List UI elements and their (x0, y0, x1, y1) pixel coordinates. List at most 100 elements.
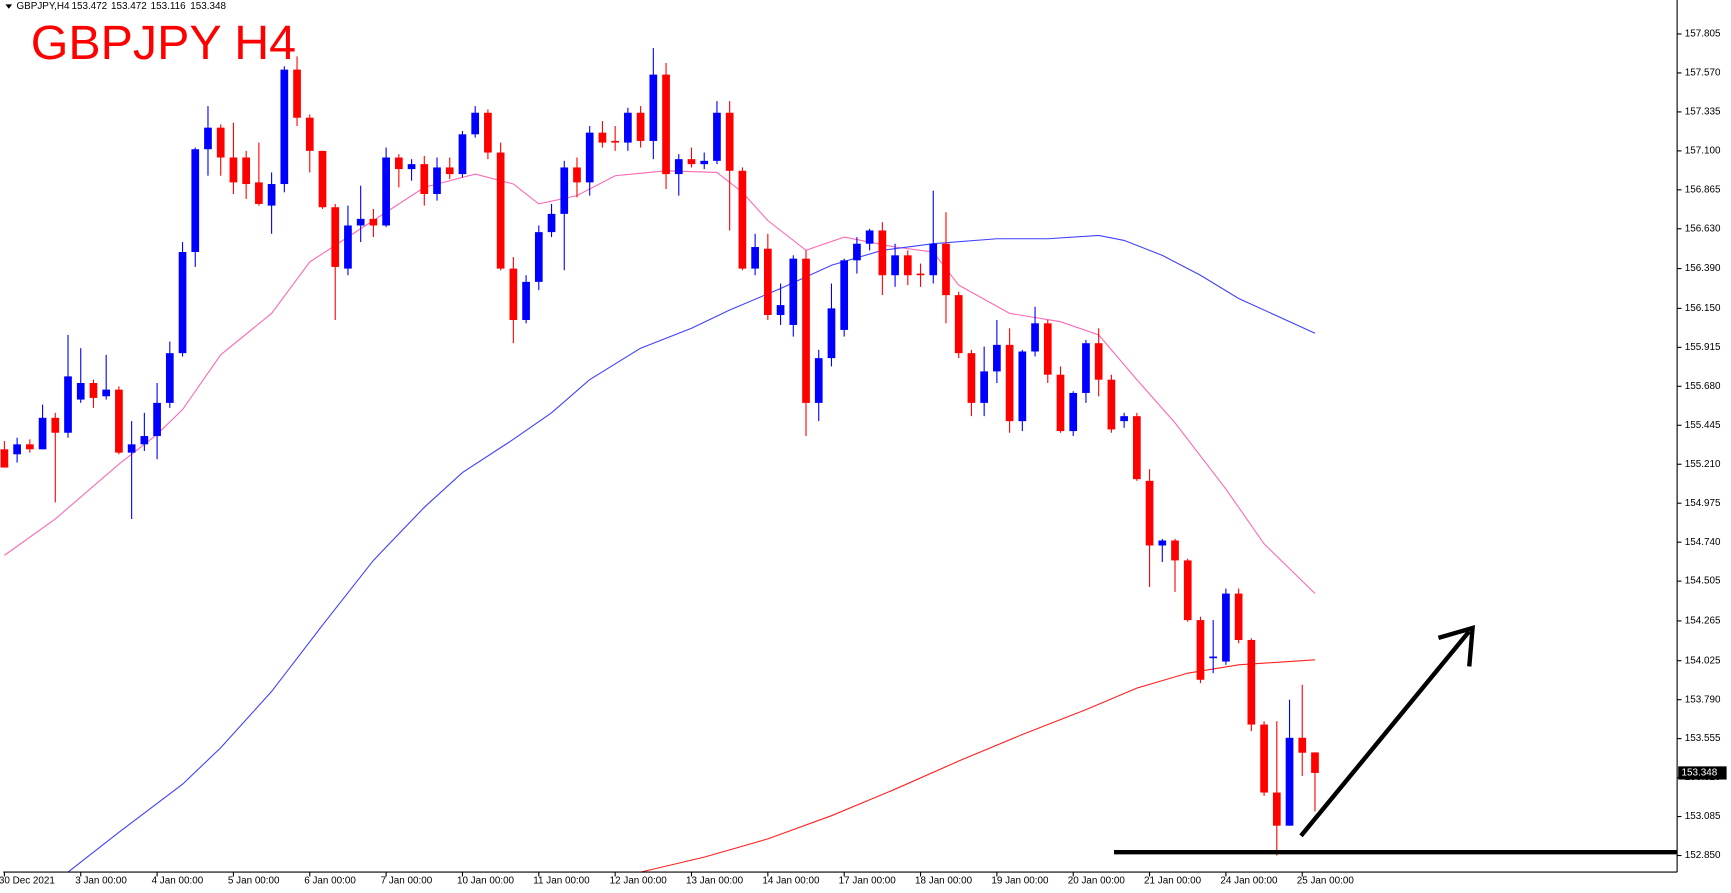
candle-body (255, 182, 263, 204)
candle-body (763, 248, 772, 316)
candle-body (484, 112, 492, 153)
candle-body (1082, 343, 1090, 393)
x-tick-label: 25 Jan 00:00 (1297, 876, 1355, 887)
candle-body (280, 69, 289, 185)
candle-body (1247, 639, 1256, 725)
y-tick-label: 157.100 (1685, 145, 1721, 156)
candle-body (1298, 737, 1307, 753)
x-tick-label: 17 Jan 00:00 (839, 876, 897, 887)
moving-average (640, 659, 1316, 873)
x-tick-label: 11 Jan 00:00 (533, 876, 590, 887)
candle-body (25, 444, 34, 450)
candle-body (1260, 724, 1268, 793)
header-open: 153.472 (71, 1, 107, 12)
candle-body (916, 273, 925, 276)
candle-body (1043, 323, 1052, 375)
candle-body (751, 247, 759, 269)
y-tick-label: 156.150 (1685, 303, 1721, 314)
candle-body (178, 252, 187, 354)
candle-body (827, 308, 836, 359)
candle-body (115, 389, 123, 453)
candle-body (76, 382, 85, 400)
candle-body (1094, 343, 1103, 380)
header-close: 153.348 (190, 1, 226, 12)
candle-body (853, 243, 861, 261)
y-tick-label: 155.915 (1685, 342, 1721, 353)
y-tick-label: 154.265 (1685, 616, 1721, 627)
candle-body (1132, 416, 1141, 480)
candle-body (1222, 593, 1230, 662)
candle-body (1069, 392, 1078, 432)
candle-body (382, 157, 390, 226)
arrow-annotation (1299, 624, 1476, 838)
candle-body (713, 112, 721, 161)
candle-body (496, 152, 505, 269)
candle-body (776, 305, 785, 316)
candle-body (64, 376, 72, 433)
x-tick-label: 3 Jan 00:00 (75, 876, 127, 887)
moving-average (67, 234, 1316, 873)
price-tag-box (1678, 766, 1727, 780)
y-tick-label: 154.975 (1685, 498, 1721, 509)
x-tick-label: 30 Dec 2021 (0, 876, 55, 887)
candle-body (611, 140, 620, 143)
candle-body (344, 225, 352, 269)
candle-body (1158, 540, 1167, 546)
candle-body (433, 167, 441, 194)
candle-body (636, 112, 645, 141)
header-low: 153.116 (151, 1, 186, 12)
candle-body (445, 167, 454, 175)
candle-body (1107, 379, 1116, 430)
candle-body (509, 268, 518, 320)
candle-body (547, 213, 556, 233)
y-tick-label: 154.505 (1685, 576, 1721, 587)
y-tick-label: 155.680 (1685, 381, 1721, 392)
candle-body (1171, 540, 1179, 561)
candle-body (878, 230, 887, 276)
candle-body (1183, 560, 1192, 621)
y-tick-label: 157.570 (1685, 68, 1721, 79)
candle-body (903, 255, 912, 276)
candle-body (153, 402, 161, 437)
candle-body (191, 149, 200, 253)
candle-body (1272, 792, 1281, 826)
y-tick-label: 155.445 (1685, 420, 1721, 431)
x-tick-label: 21 Jan 00:00 (1144, 876, 1202, 887)
y-tick-label: 154.740 (1685, 537, 1721, 548)
x-tick-label: 7 Jan 00:00 (381, 876, 433, 887)
candle-body (1005, 344, 1014, 422)
candle-body (1031, 323, 1039, 352)
candle-body (789, 258, 798, 325)
candle-body (471, 112, 480, 135)
candle-body (1311, 752, 1319, 773)
candle-body (700, 160, 709, 165)
x-tick-label: 12 Jan 00:00 (610, 876, 668, 887)
candle-body (165, 353, 174, 403)
y-tick-label: 157.335 (1685, 107, 1721, 118)
candle-body (891, 255, 899, 276)
y-tick-label: 155.210 (1685, 459, 1721, 470)
candle-body (331, 207, 340, 267)
candle-body (13, 444, 21, 455)
y-tick-label: 153.555 (1685, 733, 1721, 744)
candle-body (140, 436, 149, 445)
candle-body (0, 449, 9, 468)
candle-body (127, 444, 136, 453)
x-tick-label: 13 Jan 00:00 (686, 876, 744, 887)
candle-body (802, 258, 810, 403)
candle-body (967, 353, 976, 403)
candle-body (229, 157, 238, 183)
candle-body (573, 167, 581, 183)
candle-body (674, 159, 683, 175)
candle-body (407, 164, 416, 170)
x-tick-label: 19 Jan 00:00 (991, 876, 1049, 887)
candle-body (1018, 351, 1027, 422)
candle-body (598, 132, 607, 143)
candle-body (585, 132, 594, 183)
candle-body (1196, 620, 1205, 680)
candle-body (738, 170, 747, 269)
candle-body (865, 230, 874, 244)
chart-title: GBPJPY H4 (31, 16, 296, 70)
y-tick-label: 156.390 (1685, 263, 1721, 274)
